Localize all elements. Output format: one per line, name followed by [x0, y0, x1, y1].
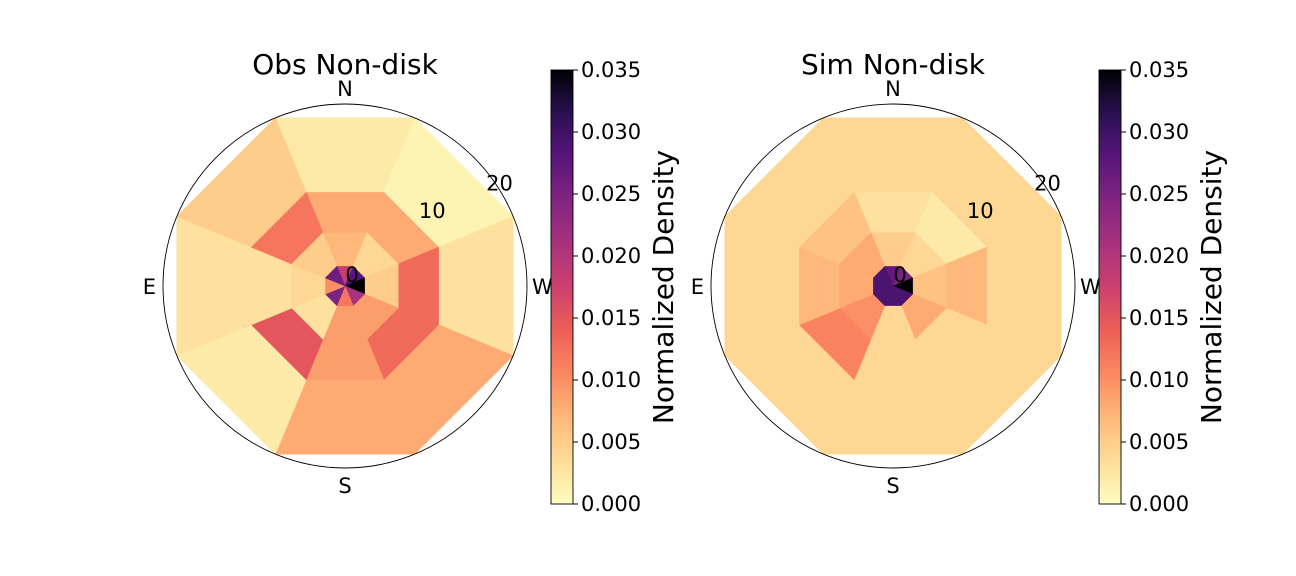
- chart-title: Obs Non-disk: [252, 48, 438, 81]
- radial-tick-label: 20: [486, 171, 513, 195]
- colorbar-2: 0.000 0.005 0.010 0.015 0.020 0.025 0.030 0.035…: [1098, 58, 1228, 516]
- colorbar-tick-label: 0.000: [581, 492, 641, 516]
- colorbar-1: 0.000 0.005 0.010 0.015 0.020 0.025 0.030 0.035…: [550, 58, 680, 516]
- polar-frame: [710, 103, 1076, 469]
- colorbar-tick-label: 0.000: [1129, 492, 1189, 516]
- colorbar-tick-label: 0.005: [1129, 430, 1189, 454]
- direction-label-e: E: [143, 275, 156, 299]
- colorbar-tick-label: 0.035: [581, 58, 641, 82]
- direction-label-s: S: [886, 474, 899, 498]
- colorbar-tick-label: 0.020: [581, 244, 641, 268]
- direction-label-w: W: [1080, 275, 1101, 299]
- radial-tick-label: 10: [419, 199, 446, 223]
- direction-label-e: E: [691, 275, 704, 299]
- colorbar-tick-label: 0.005: [581, 430, 641, 454]
- colorbar-label: Normalized Density: [1195, 150, 1228, 424]
- colorbar-tick-label: 0.020: [1129, 244, 1189, 268]
- colorbar-tick-label: 0.030: [1129, 120, 1189, 144]
- colorbar-gradient: [550, 69, 574, 505]
- radial-tick-label: 0: [345, 263, 358, 287]
- colorbar-tick-label: 0.015: [581, 306, 641, 330]
- colorbar-tick-label: 0.025: [1129, 182, 1189, 206]
- direction-label-s: S: [338, 474, 351, 498]
- radial-tick-label: 10: [967, 199, 994, 223]
- colorbar-tick-label: 0.015: [1129, 306, 1189, 330]
- radial-tick-label: 0: [893, 263, 906, 287]
- colorbar-tick-label: 0.025: [581, 182, 641, 206]
- colorbar-tick-label: 0.030: [581, 120, 641, 144]
- colorbar-tick-label: 0.010: [1129, 368, 1189, 392]
- colorbar-tick-label: 0.035: [1129, 58, 1189, 82]
- direction-label-w: W: [532, 275, 553, 299]
- direction-label-n: N: [885, 77, 901, 101]
- direction-label-n: N: [337, 77, 353, 101]
- colorbar-label: Normalized Density: [647, 150, 680, 424]
- colorbar-gradient: [1098, 69, 1122, 505]
- colorbar-tick-label: 0.010: [581, 368, 641, 392]
- polar-frame: [162, 103, 528, 469]
- chart-title: Sim Non-disk: [801, 48, 986, 81]
- radial-tick-label: 20: [1034, 171, 1061, 195]
